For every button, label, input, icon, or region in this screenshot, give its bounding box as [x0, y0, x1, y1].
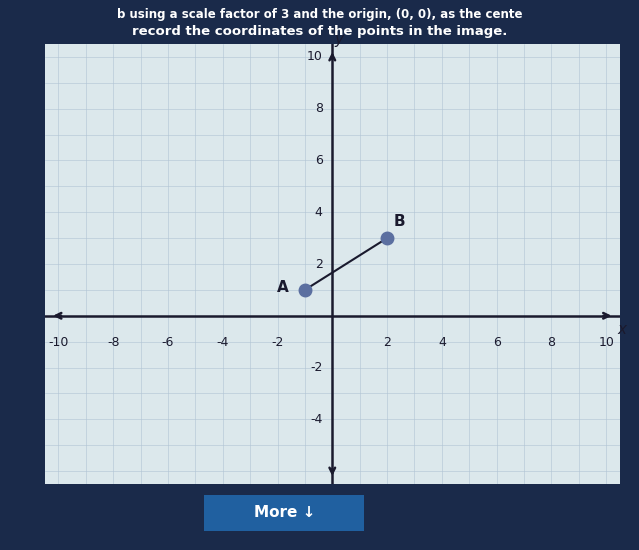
Text: -2: -2 [311, 361, 323, 374]
Text: 4: 4 [438, 337, 446, 349]
Text: -8: -8 [107, 337, 119, 349]
FancyBboxPatch shape [200, 495, 369, 531]
Text: -4: -4 [311, 413, 323, 426]
Text: 6: 6 [315, 154, 323, 167]
Text: 8: 8 [314, 102, 323, 115]
Text: -4: -4 [217, 337, 229, 349]
Text: More ↓: More ↓ [254, 505, 315, 520]
Text: record the coordinates of the points in the image.: record the coordinates of the points in … [132, 25, 507, 38]
Text: 8: 8 [548, 337, 555, 349]
Text: 4: 4 [315, 206, 323, 219]
Text: -10: -10 [48, 337, 68, 349]
Text: A: A [277, 280, 288, 295]
Text: 10: 10 [307, 51, 323, 63]
Text: -2: -2 [272, 337, 284, 349]
Text: 10: 10 [598, 337, 614, 349]
Text: 2: 2 [383, 337, 391, 349]
Text: b using a scale factor of 3 and the origin, (0, 0), as the cente: b using a scale factor of 3 and the orig… [117, 8, 522, 21]
Text: 6: 6 [493, 337, 500, 349]
Text: B: B [394, 214, 406, 229]
Text: 2: 2 [315, 257, 323, 271]
Text: y: y [335, 31, 344, 47]
Text: -6: -6 [162, 337, 174, 349]
Text: x: x [617, 322, 626, 338]
